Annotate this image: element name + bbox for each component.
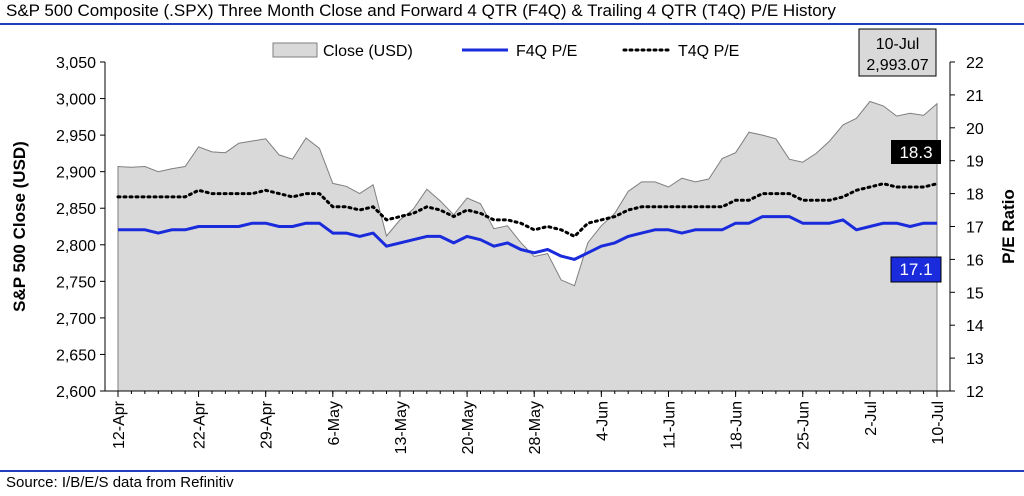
- right-tick-label: 16: [966, 252, 984, 269]
- left-tick-label: 2,850: [56, 201, 96, 218]
- right-tick-label: 15: [966, 285, 984, 302]
- left-tick-label: 2,800: [56, 238, 96, 255]
- left-tick-label: 2,600: [56, 384, 96, 401]
- callout-date: 10-Jul: [876, 36, 920, 53]
- source-note: Source: I/B/E/S data from Refinitiv: [6, 474, 234, 491]
- plot-area: 2,600 2,650 2,700 2,750 2,800 2,850 2,900 2,950…: [10, 28, 1018, 454]
- y2-axis-title: P/E Ratio: [999, 189, 1018, 264]
- right-tick-label: 14: [966, 318, 984, 335]
- t4q-badge-label: 18.3: [899, 143, 932, 162]
- right-tick-label: 12: [966, 384, 984, 401]
- left-tick-label: 2,650: [56, 347, 96, 364]
- x-tick-label: 2-Jul: [863, 401, 880, 436]
- left-tick-label: 2,700: [56, 311, 96, 328]
- bottom-rule: [0, 470, 1024, 472]
- x-tick-label: 4-Jun: [594, 401, 611, 441]
- x-tick-label: 22-Apr: [192, 400, 209, 449]
- latest-close-callout: 10-Jul 2,993.07: [858, 28, 937, 77]
- right-tick-label: 18: [966, 187, 984, 204]
- x-tick-label: 6-May: [326, 401, 343, 445]
- f4q-badge-label: 17.1: [899, 260, 932, 279]
- right-tick-label: 13: [966, 351, 984, 368]
- legend-swatch-close: [272, 42, 318, 58]
- legend: Close (USD) F4Q P/E T4Q P/E: [272, 42, 739, 60]
- x-tick-label: 20-May: [460, 401, 477, 454]
- t4q-badge: [891, 140, 941, 164]
- callout-box: [858, 28, 937, 77]
- left-tick-label: 2,950: [56, 128, 96, 145]
- top-rule: [0, 23, 1024, 25]
- x-tick-label: 11-Jun: [661, 401, 678, 449]
- x-tick-label: 10-Jul: [930, 401, 947, 445]
- f4q-badge: [890, 256, 942, 283]
- right-tick-label: 21: [966, 88, 984, 105]
- chart-title: S&P 500 Composite (.SPX) Three Month Clo…: [6, 1, 836, 20]
- right-tick-label: 17: [966, 220, 984, 237]
- chart: 2,600 2,650 2,700 2,750 2,800 2,850 2,900 2,950…: [10, 28, 1018, 454]
- right-tick-label: 22: [966, 55, 984, 72]
- t4q-line: [116, 182, 939, 239]
- left-tick-label: 2,750: [56, 274, 96, 291]
- legend-label-t4q: T4Q P/E: [678, 43, 739, 60]
- f4q-line: [118, 215, 937, 261]
- x-tick-label: 18-Jun: [729, 401, 746, 450]
- callout-value: 2,993.07: [866, 57, 928, 74]
- x-tick-label: 13-May: [393, 401, 410, 454]
- x-tick-label: 12-Apr: [111, 400, 128, 449]
- x-tick-label: 25-Jun: [796, 401, 813, 450]
- y-axis-title: S&P 500 Close (USD): [10, 141, 29, 312]
- legend-label-f4q: F4Q P/E: [516, 43, 577, 60]
- left-tick-label: 2,900: [56, 165, 96, 182]
- left-tick-label: 3,050: [56, 55, 96, 72]
- left-tick-label: 3,000: [56, 92, 96, 109]
- right-tick-label: 19: [966, 154, 984, 171]
- close-area: [117, 100, 938, 392]
- right-tick-label: 20: [966, 121, 984, 138]
- x-tick-label: 28-May: [527, 401, 544, 454]
- legend-label-close: Close (USD): [323, 43, 413, 60]
- x-tick-label: 29-Apr: [259, 400, 276, 449]
